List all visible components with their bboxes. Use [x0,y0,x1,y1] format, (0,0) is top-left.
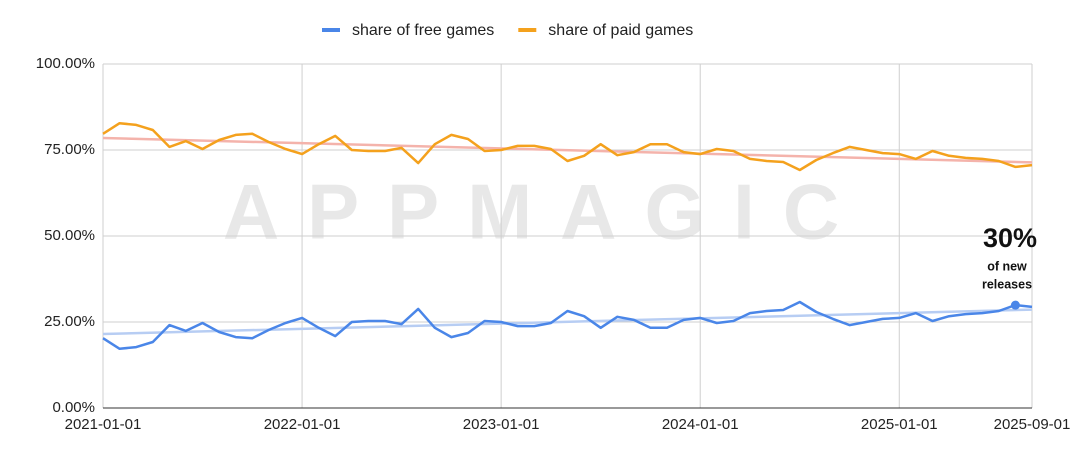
y-tick-label: 75.00% [44,141,95,158]
watermark: APPMAGIC [223,168,867,256]
series-line [102,121,1033,172]
annotation-title: 30% [983,223,1037,253]
legend-label: share of free games [352,22,494,39]
y-tick-label: 25.00% [44,313,95,330]
legend-swatch [518,28,537,32]
annotation-text: of new [987,259,1027,273]
legend-swatch [322,28,340,32]
annotation-text: releases [982,277,1032,291]
annotation-point [1010,300,1020,310]
trend-line [102,136,1033,164]
legend-label: share of paid games [548,22,693,39]
y-tick-label: 0.00% [52,399,95,416]
series-line [102,300,1033,351]
x-tick-label: 2021-01-01 [65,416,142,433]
x-tick-label: 2024-01-01 [662,416,739,433]
y-tick-label: 100.00% [36,55,95,72]
x-tick-label: 2023-01-01 [463,416,540,433]
trend-line [102,308,1033,336]
y-tick-label: 50.00% [44,227,95,244]
x-tick-label: 2025-09-01 [994,416,1071,433]
x-tick-label: 2022-01-01 [264,416,341,433]
x-tick-label: 2025-01-01 [861,416,938,433]
